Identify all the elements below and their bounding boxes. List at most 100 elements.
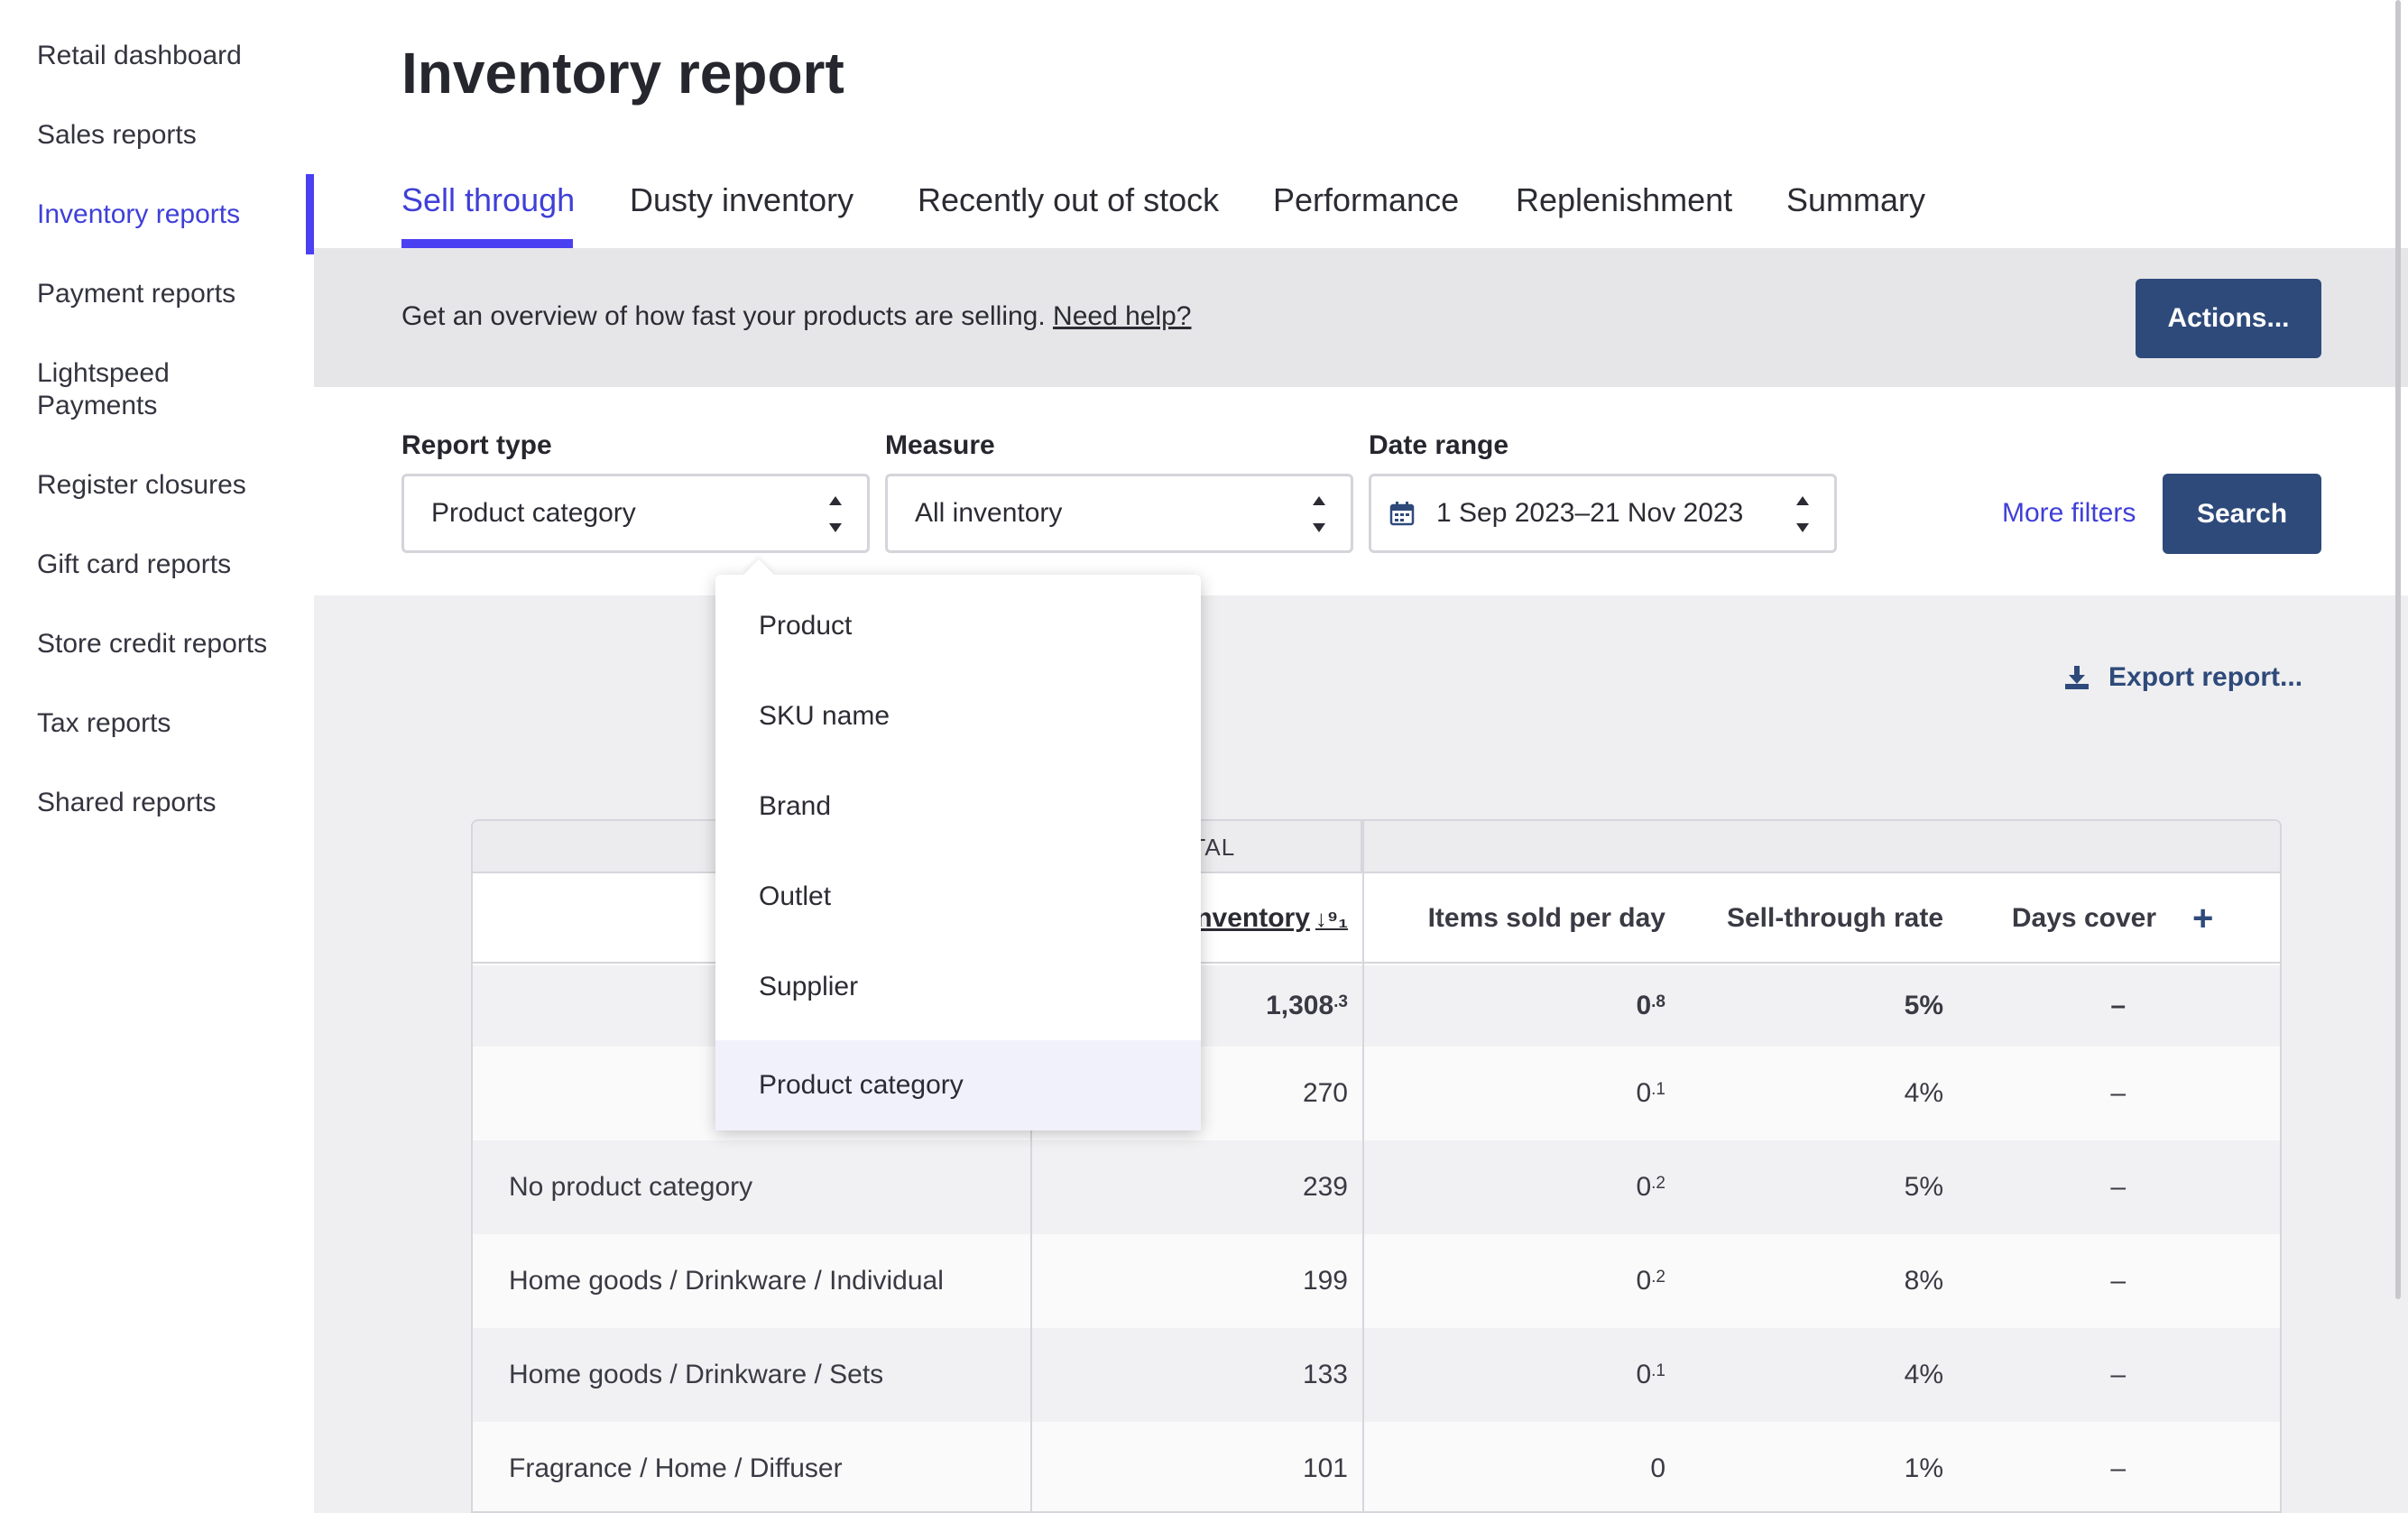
row-sell-through-rate: 1% (1904, 1453, 1943, 1483)
row-sold-decimal: .2 (1651, 1268, 1665, 1287)
select-arrows-icon (1311, 494, 1327, 534)
report-type-value: Product category (431, 498, 636, 528)
page-header: Inventory report Sell through Dusty inve… (314, 0, 2408, 248)
total-closing-decimal: .3 (1333, 992, 1348, 1011)
column-header-items-sold-per-day[interactable]: Items sold per day (1427, 903, 1665, 933)
dropdown-option-brand[interactable]: Brand (715, 761, 1201, 852)
actions-button[interactable]: Actions... (2136, 279, 2321, 358)
more-filters-link[interactable]: More filters (2002, 498, 2136, 528)
date-range-value: 1 Sep 2023–21 Nov 2023 (1436, 498, 1744, 528)
sidebar: Retail dashboard Sales reports Inventory… (0, 0, 314, 1513)
sidebar-item-register-closures[interactable]: Register closures (37, 470, 246, 500)
tab-summary[interactable]: Summary (1786, 181, 1926, 218)
row-items-sold: 0.1 (1375, 1328, 1665, 1422)
row-days-cover: – (2110, 1078, 2126, 1108)
row-name: Home goods / Drinkware / Sets (509, 1360, 884, 1389)
total-days-cover: – (2110, 991, 2126, 1020)
total-sold-main: 0 (1636, 991, 1652, 1020)
column-header-days-cover[interactable]: Days cover (2011, 903, 2156, 933)
sidebar-item-lightspeed-payments[interactable]: Lightspeed Payments (37, 358, 170, 420)
select-arrows-icon (827, 494, 844, 534)
row-sold-main: 0 (1636, 1266, 1652, 1296)
sidebar-item-shared-reports[interactable]: Shared reports (37, 788, 217, 817)
dropdown-option-product[interactable]: Product (715, 581, 1201, 671)
info-description: Get an overview of how fast your product… (401, 301, 1046, 331)
dropdown-option-sku-name[interactable]: SKU name (715, 671, 1201, 761)
row-closing-inventory: 133 (1302, 1360, 1348, 1389)
total-sold-decimal: .8 (1651, 992, 1665, 1011)
total-sell-through-rate: 5% (1904, 991, 1943, 1020)
sidebar-item-sales-reports[interactable]: Sales reports (37, 120, 197, 150)
info-bar: Get an overview of how fast your product… (314, 248, 2408, 387)
column-divider (1030, 821, 1032, 1511)
report-type-select[interactable]: Product category (401, 474, 870, 553)
row-days-cover: – (2110, 1172, 2126, 1202)
sidebar-item-tax-reports[interactable]: Tax reports (37, 708, 171, 738)
row-name: Fragrance / Home / Diffuser (509, 1453, 843, 1483)
page-title: Inventory report (401, 41, 844, 106)
dropdown-option-supplier[interactable]: Supplier (715, 942, 1201, 1032)
tab-sell-through[interactable]: Sell through (401, 181, 576, 218)
search-button[interactable]: Search (2163, 474, 2321, 554)
total-closing-inventory: 1,308.3 (1059, 965, 1348, 1047)
row-sold-decimal: .2 (1651, 1174, 1665, 1193)
date-range-label: Date range (1369, 430, 1509, 460)
report-type-dropdown: Product SKU name Brand Outlet Supplier P… (715, 559, 1201, 1130)
calendar-icon (1389, 502, 1415, 526)
date-range-select[interactable]: 1 Sep 2023–21 Nov 2023 (1369, 474, 1837, 553)
export-report-label: Export report... (2108, 662, 2303, 692)
add-column-icon[interactable]: + (2192, 898, 2214, 938)
download-icon (2065, 666, 2089, 689)
sidebar-item-gift-card-reports[interactable]: Gift card reports (37, 549, 232, 579)
dropdown-option-outlet[interactable]: Outlet (715, 852, 1201, 942)
tab-replenishment[interactable]: Replenishment (1516, 181, 1733, 218)
row-sell-through-rate: 8% (1904, 1266, 1943, 1296)
row-items-sold: 0.2 (1375, 1234, 1665, 1328)
row-closing-inventory: 270 (1302, 1078, 1348, 1108)
row-sell-through-rate: 4% (1904, 1078, 1943, 1108)
row-items-sold: 0 (1375, 1422, 1665, 1511)
row-name: Home goods / Drinkware / Individual (509, 1266, 944, 1296)
column-header-sell-through-rate[interactable]: Sell-through rate (1726, 903, 1943, 933)
sidebar-item-store-credit-reports[interactable]: Store credit reports (37, 629, 268, 659)
row-sold-main: 0 (1636, 1360, 1652, 1389)
sort-descending-icon: ↓⁹₁ (1315, 904, 1348, 932)
row-sold-main: 0 (1650, 1453, 1665, 1483)
row-sold-main: 0 (1636, 1078, 1652, 1108)
select-arrows-icon (1794, 494, 1811, 534)
page-scrollbar[interactable] (2395, 0, 2401, 1299)
row-sell-through-rate: 5% (1904, 1172, 1943, 1202)
row-closing-inventory: 199 (1302, 1266, 1348, 1296)
info-text: Get an overview of how fast your product… (401, 301, 1192, 332)
report-type-label: Report type (401, 430, 552, 460)
need-help-link[interactable]: Need help? (1053, 301, 1192, 331)
row-sold-decimal: .1 (1651, 1080, 1665, 1099)
tab-performance[interactable]: Performance (1273, 181, 1460, 218)
export-report-button[interactable]: Export report... (2063, 662, 2302, 693)
row-items-sold: 0.2 (1375, 1140, 1665, 1234)
sidebar-active-indicator (306, 174, 314, 254)
tab-recently-out-of-stock[interactable]: Recently out of stock (918, 181, 1220, 218)
main-content: Inventory report Sell through Dusty inve… (314, 0, 2408, 1513)
filter-panel: Report type Product category Measure All… (314, 387, 2408, 595)
row-closing-inventory: 101 (1302, 1453, 1348, 1483)
row-days-cover: – (2110, 1266, 2126, 1296)
sidebar-item-retail-dashboard[interactable]: Retail dashboard (37, 41, 242, 70)
sidebar-item-payment-reports[interactable]: Payment reports (37, 279, 236, 309)
sidebar-item-inventory-reports[interactable]: Inventory reports (37, 199, 241, 229)
row-name: No product category (509, 1172, 753, 1202)
row-closing-inventory: 239 (1302, 1172, 1348, 1202)
table-row: Fragrance / Home / Diffuser 101 0 1% – (473, 1422, 2280, 1511)
row-items-sold: 0.1 (1375, 1047, 1665, 1140)
total-items-sold: 0.8 (1375, 965, 1665, 1047)
table-row: No product category 239 0.2 5% – (473, 1140, 2280, 1234)
measure-select[interactable]: All inventory (885, 474, 1353, 553)
row-days-cover: – (2110, 1453, 2126, 1483)
table-row: Home goods / Drinkware / Sets 133 0.1 4%… (473, 1328, 2280, 1422)
measure-value: All inventory (915, 498, 1063, 528)
table-row: Home goods / Drinkware / Individual 199 … (473, 1234, 2280, 1328)
total-closing-main: 1,308 (1266, 991, 1334, 1020)
row-sold-decimal: .1 (1651, 1361, 1665, 1380)
dropdown-option-product-category[interactable]: Product category (715, 1040, 1201, 1130)
tab-dusty-inventory[interactable]: Dusty inventory (630, 181, 854, 218)
